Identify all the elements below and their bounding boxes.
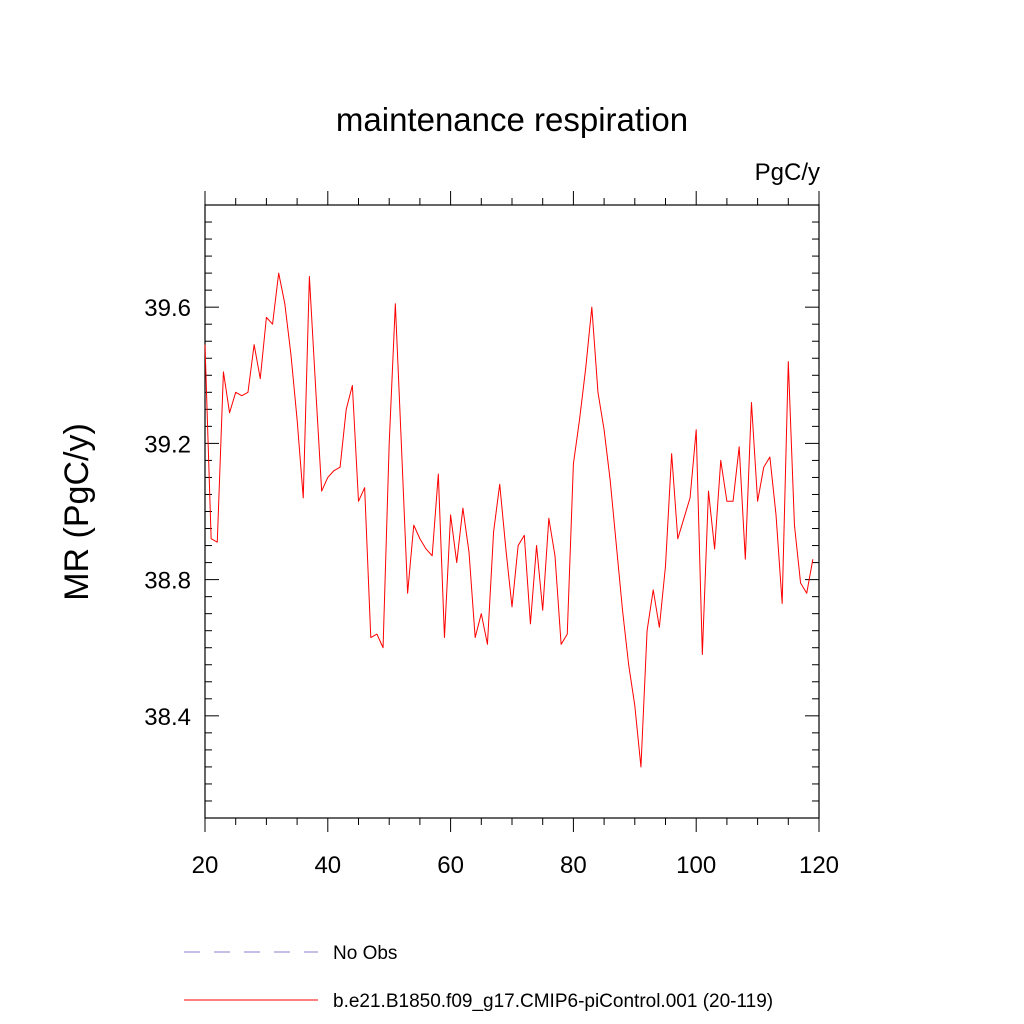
tick-labels-layer: 20 40 60 80 100 120 38.4 38.8 39.2 39.6 xyxy=(144,295,839,879)
y-axis-label: MR (PgC/y) xyxy=(58,423,96,601)
x-tick-label-100: 100 xyxy=(676,852,716,879)
x-tick-label-60: 60 xyxy=(437,852,464,879)
legend-label-picontrol: b.e21.B1850.f09_g17.CMIP6-piControl.001 … xyxy=(333,991,773,1012)
x-tick-label-120: 120 xyxy=(799,852,839,879)
x-tick-label-20: 20 xyxy=(192,852,219,879)
legend-label-no-obs: No Obs xyxy=(333,943,397,964)
ticks-layer xyxy=(204,191,820,832)
chart-title: maintenance respiration xyxy=(336,101,688,138)
y-tick-label-39.2: 39.2 xyxy=(144,431,191,458)
y-tick-label-38.4: 38.4 xyxy=(144,704,191,731)
y-tick-label-39.6: 39.6 xyxy=(144,295,191,322)
legend: No Obs b.e21.B1850.f09_g17.CMIP6-piContr… xyxy=(184,943,773,1012)
y-tick-label-38.8: 38.8 xyxy=(144,568,191,595)
units-label: PgC/y xyxy=(755,159,820,186)
x-tick-label-80: 80 xyxy=(560,852,587,879)
series-layer xyxy=(204,272,814,768)
series-line-0 xyxy=(204,272,814,768)
plot-frame xyxy=(204,204,820,819)
x-tick-label-40: 40 xyxy=(314,852,341,879)
